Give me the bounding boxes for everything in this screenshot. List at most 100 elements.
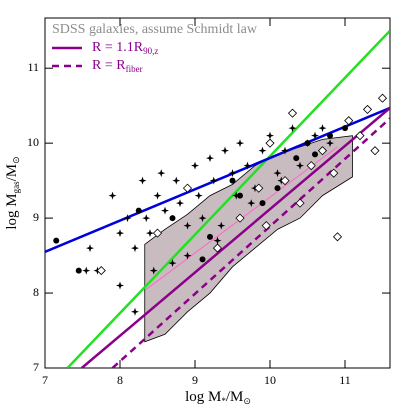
y-tick-label: 11 bbox=[27, 60, 39, 74]
point bbox=[116, 229, 124, 238]
point bbox=[287, 108, 298, 118]
point bbox=[377, 93, 388, 103]
point bbox=[75, 267, 82, 274]
point bbox=[326, 139, 334, 148]
point bbox=[280, 176, 290, 186]
x-label-main: /M bbox=[226, 389, 244, 405]
x-label-sub: * bbox=[221, 396, 226, 406]
point bbox=[152, 228, 163, 238]
point bbox=[317, 146, 328, 156]
x-label-sub: ⊙ bbox=[243, 396, 251, 406]
x-tick-label: 8 bbox=[117, 373, 123, 387]
point bbox=[157, 169, 166, 178]
point bbox=[236, 139, 244, 148]
point bbox=[183, 251, 192, 260]
point bbox=[176, 199, 184, 208]
point bbox=[306, 161, 316, 171]
point bbox=[108, 191, 117, 200]
point bbox=[82, 266, 91, 275]
point bbox=[207, 233, 213, 240]
point bbox=[86, 244, 94, 253]
point bbox=[116, 281, 124, 290]
point bbox=[261, 221, 271, 231]
point bbox=[295, 198, 305, 208]
point bbox=[312, 151, 318, 158]
point bbox=[235, 213, 245, 223]
point bbox=[96, 266, 106, 276]
point bbox=[318, 124, 327, 133]
point bbox=[217, 221, 226, 230]
point bbox=[213, 236, 222, 245]
x-axis-label: log M*/M⊙ bbox=[185, 389, 251, 406]
y-label-main: log M bbox=[4, 193, 20, 229]
x-tick-label: 7 bbox=[42, 373, 48, 387]
point bbox=[172, 176, 181, 185]
point bbox=[332, 232, 343, 242]
point bbox=[182, 183, 193, 193]
point bbox=[149, 266, 158, 275]
point bbox=[131, 307, 139, 316]
point bbox=[281, 146, 289, 155]
point bbox=[355, 131, 365, 141]
point bbox=[344, 116, 354, 126]
point bbox=[293, 155, 300, 162]
legend-label-main: R = 1.1R bbox=[92, 40, 144, 55]
point bbox=[123, 214, 132, 223]
x-tick-label: 10 bbox=[264, 373, 276, 387]
point bbox=[135, 207, 142, 214]
y-axis-label: log Mgas/M⊙ bbox=[4, 156, 21, 229]
point bbox=[221, 146, 229, 155]
point bbox=[304, 140, 311, 147]
fit-line bbox=[45, 106, 390, 253]
point bbox=[266, 131, 274, 140]
point bbox=[153, 191, 162, 200]
point bbox=[169, 215, 176, 222]
fit-line bbox=[111, 117, 390, 368]
point bbox=[161, 206, 169, 215]
point bbox=[183, 221, 192, 230]
point bbox=[228, 169, 237, 178]
y-tick-label: 9 bbox=[33, 210, 39, 224]
point bbox=[53, 237, 60, 244]
point bbox=[198, 214, 207, 223]
shaded-region bbox=[144, 135, 353, 343]
fit-line bbox=[80, 106, 390, 368]
point bbox=[273, 169, 282, 178]
point bbox=[254, 183, 264, 193]
point bbox=[237, 192, 243, 199]
y-tick-label: 10 bbox=[27, 135, 39, 149]
legend-label: R = Rfiber bbox=[92, 58, 143, 74]
point bbox=[247, 199, 256, 208]
point bbox=[288, 124, 297, 133]
x-tick-label: 11 bbox=[339, 373, 351, 387]
point bbox=[191, 161, 199, 170]
y-label-sub: gas bbox=[11, 181, 21, 193]
point bbox=[296, 161, 304, 170]
point bbox=[131, 244, 139, 253]
plot-area bbox=[45, 29, 390, 368]
fit-line bbox=[66, 29, 390, 368]
y-tick-label: 8 bbox=[33, 285, 39, 299]
point bbox=[138, 176, 147, 185]
x-label-main: log M bbox=[185, 389, 221, 405]
legend-label-sub: 90,z bbox=[143, 46, 158, 56]
legend-label: R = 1.1R90,z bbox=[92, 40, 158, 56]
legend-title: SDSS galaxies, assume Schmidt law bbox=[52, 22, 258, 37]
point bbox=[232, 191, 241, 200]
point bbox=[274, 185, 281, 192]
point bbox=[199, 256, 206, 263]
legend-label-sub: fiber bbox=[126, 64, 143, 74]
point bbox=[327, 132, 333, 139]
y-label-sub: ⊙ bbox=[11, 156, 21, 164]
point bbox=[142, 214, 151, 223]
point bbox=[209, 176, 218, 185]
plot-frame bbox=[44, 17, 391, 369]
point bbox=[194, 191, 203, 200]
point bbox=[229, 177, 236, 184]
point bbox=[212, 243, 223, 253]
point bbox=[362, 104, 373, 115]
point bbox=[370, 146, 380, 156]
point bbox=[258, 146, 267, 155]
y-tick-label: 7 bbox=[33, 360, 39, 374]
